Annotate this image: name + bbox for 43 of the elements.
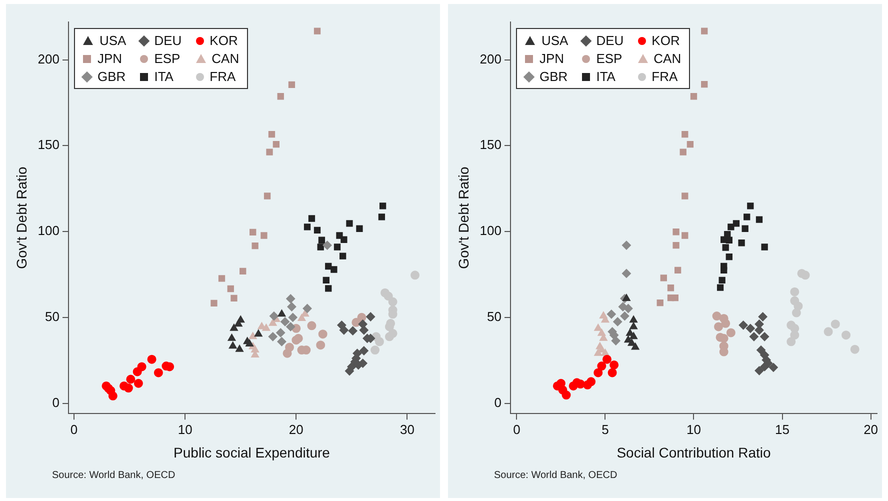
x-tick-label: 10 <box>686 422 701 437</box>
x-tick-label: 0 <box>70 422 78 437</box>
legend-label: USA <box>99 33 126 48</box>
y-axis-title: Gov't Debt Ratio <box>13 166 30 269</box>
x-axis-title: Public social Expenditure <box>174 444 330 460</box>
source-note: Source: World Bank, OECD <box>52 470 176 481</box>
legend-label: KOR <box>652 33 680 48</box>
y-tick-label: 50 <box>487 308 502 324</box>
x-tick-label: 20 <box>864 422 878 437</box>
legend-label: ESP <box>154 51 180 66</box>
legend-label: JPN <box>97 51 122 66</box>
y-tick-label: 100 <box>480 223 502 238</box>
legend-label: GBR <box>539 69 568 84</box>
x-tick-label: 10 <box>178 422 192 437</box>
y-tick-label: 0 <box>494 394 502 410</box>
legend-label: USA <box>541 33 568 48</box>
x-tick-label: 30 <box>400 422 414 437</box>
legend-label: ITA <box>154 69 174 84</box>
x-tick-label: 15 <box>775 422 790 437</box>
legend-label: DEU <box>154 33 182 48</box>
y-axis-title: Gov't Debt Ratio <box>455 166 472 269</box>
legend-label: ESP <box>596 51 622 66</box>
y-tick-label: 0 <box>52 394 60 410</box>
legend-label: GBR <box>97 69 126 84</box>
y-tick-label: 200 <box>480 51 502 66</box>
y-tick-label: 150 <box>480 137 502 152</box>
y-tick-label: 150 <box>38 137 60 152</box>
legend-label: CAN <box>212 51 240 66</box>
legend-label: DEU <box>596 33 624 48</box>
x-tick-label: 5 <box>602 422 609 437</box>
legend-label: CAN <box>654 51 682 66</box>
x-tick-label: 20 <box>288 422 304 437</box>
x-axis-title: Social Contribution Ratio <box>616 444 771 460</box>
y-tick-label: 200 <box>38 51 60 66</box>
x-tick-label: 0 <box>513 422 520 437</box>
legend-label: FRA <box>652 69 678 84</box>
y-tick-label: 50 <box>45 308 60 324</box>
legend-label: FRA <box>210 69 236 84</box>
legend-label: JPN <box>539 51 564 66</box>
y-tick-label: 100 <box>38 223 60 238</box>
source-note: Source: World Bank, OECD <box>494 470 618 481</box>
legend-label: ITA <box>596 69 616 84</box>
legend-label: KOR <box>210 33 238 48</box>
